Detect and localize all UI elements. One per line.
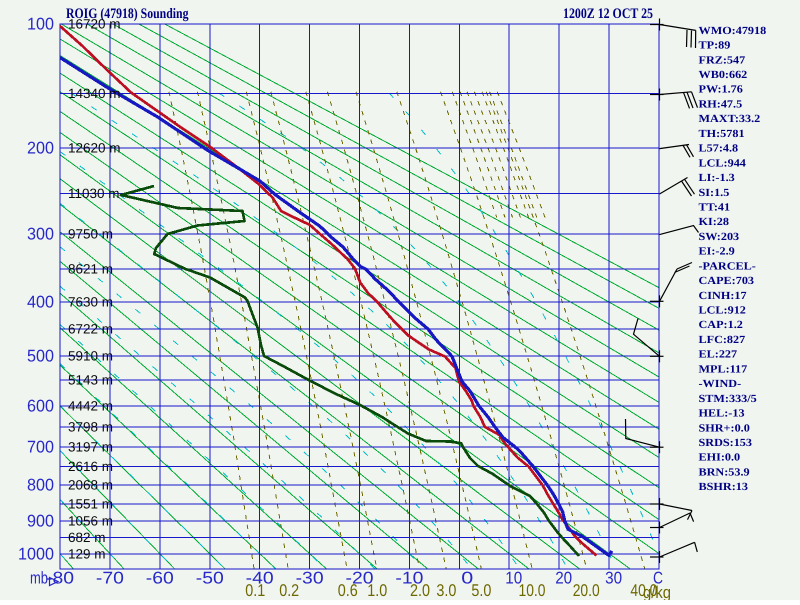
svg-text:0.1: 0.1 (245, 581, 265, 600)
svg-text:BSHR:13: BSHR:13 (699, 480, 748, 493)
svg-text:2068 m: 2068 m (68, 478, 113, 493)
svg-text:-WIND-: -WIND- (699, 377, 742, 390)
svg-text:EL:227: EL:227 (699, 348, 738, 361)
svg-text:0: 0 (461, 569, 473, 588)
svg-text:HEL:-13: HEL:-13 (699, 407, 745, 420)
svg-text:PW:1.76: PW:1.76 (699, 83, 743, 96)
svg-text:129 m: 129 m (68, 547, 106, 562)
svg-text:7630 m: 7630 m (68, 295, 113, 310)
svg-text:-50: -50 (196, 569, 224, 588)
svg-text:11030 m: 11030 m (68, 186, 120, 201)
svg-text:1200Z 12 OCT 25: 1200Z 12 OCT 25 (563, 6, 653, 22)
svg-text:300: 300 (27, 225, 54, 244)
svg-text:20: 20 (555, 569, 572, 588)
svg-text:SRDS:153: SRDS:153 (699, 436, 753, 449)
svg-text:1000: 1000 (18, 545, 54, 564)
svg-text:-60: -60 (146, 569, 174, 588)
svg-text:600: 600 (27, 397, 54, 416)
svg-text:-PARCEL-: -PARCEL- (699, 259, 756, 272)
svg-text:LFC:827: LFC:827 (699, 333, 746, 346)
svg-text:-20: -20 (346, 569, 374, 588)
svg-text:1.0: 1.0 (367, 581, 387, 600)
svg-text:0.2: 0.2 (279, 581, 299, 600)
svg-text:1056 m: 1056 m (68, 514, 113, 529)
svg-text:8621 m: 8621 m (68, 262, 113, 277)
svg-text:700: 700 (27, 438, 54, 457)
svg-text:C: C (653, 569, 663, 588)
svg-text:400: 400 (27, 293, 54, 312)
svg-text:10: 10 (505, 569, 522, 588)
svg-text:0.6: 0.6 (338, 581, 358, 600)
svg-text:2.0: 2.0 (410, 581, 430, 600)
svg-text:WMO:47918: WMO:47918 (699, 24, 767, 37)
svg-text:20.0: 20.0 (573, 581, 600, 600)
svg-text:200: 200 (27, 139, 54, 158)
svg-text:STM:333/5: STM:333/5 (699, 392, 757, 405)
svg-text:CAP:1.2: CAP:1.2 (699, 318, 743, 331)
svg-text:BRN:53.9: BRN:53.9 (699, 465, 750, 478)
svg-text:14340 m: 14340 m (68, 86, 121, 101)
svg-text:LI:-1.3: LI:-1.3 (699, 171, 735, 184)
svg-text:12620 m: 12620 m (68, 141, 121, 156)
svg-text:TH:5781: TH:5781 (699, 127, 745, 140)
svg-text:682 m: 682 m (68, 530, 106, 545)
svg-text:40.0: 40.0 (630, 581, 657, 600)
svg-text:1551 m: 1551 m (68, 497, 113, 512)
svg-text:WB0:662: WB0:662 (699, 68, 748, 81)
svg-text:LCL:944: LCL:944 (699, 156, 746, 169)
svg-text:-10: -10 (395, 569, 423, 588)
svg-text:KI:28: KI:28 (699, 215, 729, 228)
svg-text:MPL:117: MPL:117 (699, 362, 748, 375)
svg-text:-30: -30 (296, 569, 324, 588)
svg-text:SI:1.5: SI:1.5 (699, 186, 730, 199)
svg-text:g/kg: g/kg (643, 583, 671, 600)
svg-text:FRZ:547: FRZ:547 (699, 53, 746, 66)
svg-text:CAPE:703: CAPE:703 (699, 274, 755, 287)
svg-text:900: 900 (27, 512, 54, 531)
svg-text:9750 m: 9750 m (68, 227, 113, 242)
svg-text:-40: -40 (246, 569, 274, 588)
svg-text:mb: mb (30, 569, 48, 588)
svg-text:EHI:0.0: EHI:0.0 (699, 451, 741, 464)
svg-text:4442 m: 4442 m (68, 399, 113, 414)
svg-text:LCL:912: LCL:912 (699, 304, 746, 317)
svg-text:-70: -70 (96, 569, 124, 588)
svg-text:3.0: 3.0 (436, 581, 456, 600)
svg-text:RH:47.5: RH:47.5 (699, 97, 743, 110)
svg-text:10.0: 10.0 (519, 581, 546, 600)
svg-text:L57:4.8: L57:4.8 (699, 142, 739, 155)
svg-text:3197 m: 3197 m (68, 440, 113, 455)
svg-text:EI:-2.9: EI:-2.9 (699, 245, 735, 258)
svg-text:5910 m: 5910 m (68, 349, 113, 364)
svg-text:5.0: 5.0 (471, 581, 491, 600)
svg-text:TT:41: TT:41 (699, 201, 731, 214)
svg-text:SHR+:0.0: SHR+:0.0 (699, 421, 750, 434)
svg-text:3798 m: 3798 m (68, 420, 113, 435)
svg-text:CINH:17: CINH:17 (699, 289, 747, 302)
svg-text:MAXT:33.2: MAXT:33.2 (699, 112, 761, 125)
svg-text:ROIG (47918) Sounding: ROIG (47918) Sounding (66, 6, 189, 22)
svg-text:16720 m: 16720 m (68, 17, 121, 32)
svg-text:6722 m: 6722 m (68, 322, 113, 337)
svg-text:100: 100 (27, 15, 54, 34)
svg-text:5143 m: 5143 m (68, 373, 113, 388)
svg-text:800: 800 (27, 476, 54, 495)
svg-text:2616 m: 2616 m (68, 459, 113, 474)
svg-text:SW:203: SW:203 (699, 230, 740, 243)
svg-text:30: 30 (605, 569, 622, 588)
svg-text:-80: -80 (46, 569, 74, 588)
svg-text:TP:89: TP:89 (699, 39, 731, 52)
svg-text:500: 500 (27, 347, 54, 366)
